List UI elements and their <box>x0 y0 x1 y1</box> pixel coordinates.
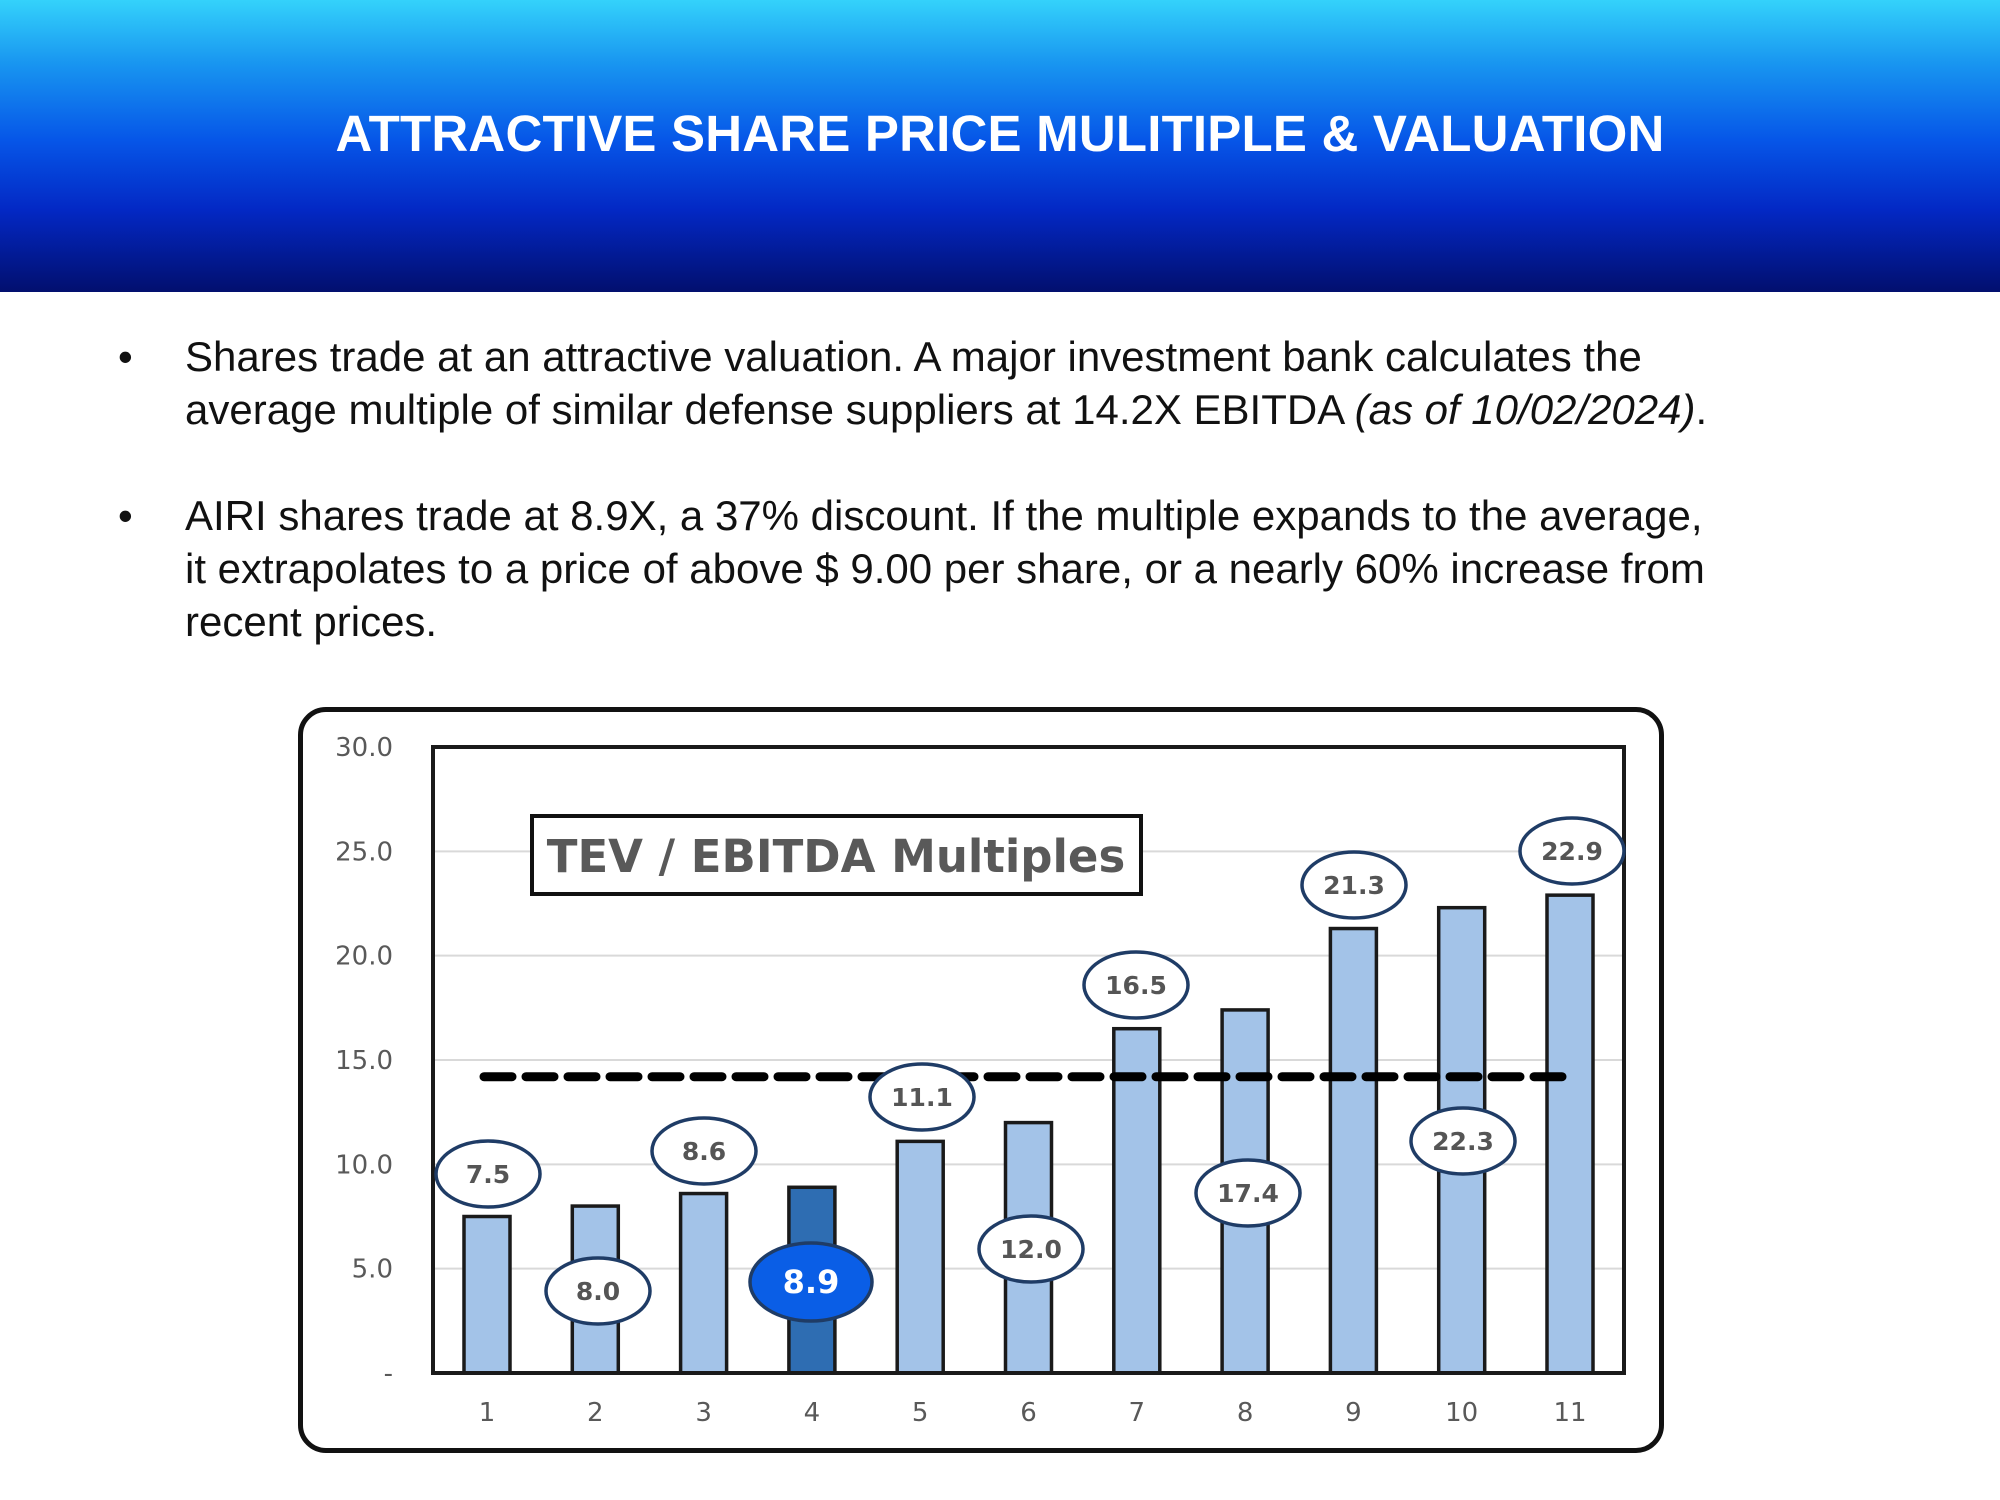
y-tick-label: - <box>384 1359 393 1389</box>
bullet-1-line-1: Shares trade at an attractive valuation.… <box>185 333 1642 380</box>
bar <box>1545 893 1595 1375</box>
bullet-1-line-2: average multiple of similar defense supp… <box>185 383 1968 436</box>
bar <box>462 1214 512 1375</box>
data-label: 7.5 <box>466 1160 510 1189</box>
x-tick-label: 4 <box>804 1398 821 1428</box>
x-tick-label: 9 <box>1345 1398 1362 1428</box>
x-tick-label: 2 <box>587 1398 604 1428</box>
bullet-marker: • <box>118 333 133 380</box>
bullet-1-period: . <box>1695 386 1708 433</box>
data-label: 22.3 <box>1432 1127 1494 1156</box>
data-label: 11.1 <box>891 1083 953 1112</box>
page-title: ATTRACTIVE SHARE PRICE MULITIPLE & VALUA… <box>335 105 1665 162</box>
bullet-2-line-3: recent prices. <box>185 598 438 645</box>
bullet-2-line-1: AIRI shares trade at 8.9X, a 37% discoun… <box>185 492 1703 539</box>
y-tick-label: 5.0 <box>352 1255 393 1285</box>
x-tick-label: 8 <box>1237 1398 1254 1428</box>
y-tick-label: 30.0 <box>335 733 393 763</box>
bullet-1-line-2-text: average multiple of similar defense supp… <box>185 386 1355 433</box>
y-tick-label: 20.0 <box>335 942 393 972</box>
data-label-ellipse <box>868 1062 976 1132</box>
data-label: 8.0 <box>576 1277 620 1306</box>
data-label-ellipse <box>1518 816 1626 886</box>
data-label-ellipse <box>977 1214 1085 1284</box>
data-label-ellipse <box>1409 1106 1517 1176</box>
bullet-marker: • <box>118 492 133 539</box>
y-tick-label: 15.0 <box>335 1046 393 1076</box>
y-tick-label: 10.0 <box>335 1150 393 1180</box>
data-label-ellipse <box>1300 850 1408 920</box>
data-label: 12.0 <box>1000 1235 1062 1264</box>
bullet-list: • Shares trade at an attractive valuatio… <box>118 330 1968 701</box>
chart-title-box <box>530 814 1143 896</box>
chart-title: TEV / EBITDA Multiples <box>547 830 1125 883</box>
data-label-ellipse <box>1194 1158 1302 1228</box>
data-label: 21.3 <box>1323 871 1385 900</box>
bullet-2-line-2: it extrapolates to a price of above $ 9.… <box>185 545 1705 592</box>
x-tick-label: 10 <box>1445 1398 1478 1428</box>
data-label-airi: 8.9 <box>783 1263 840 1301</box>
bar <box>678 1191 729 1375</box>
data-label: 8.6 <box>682 1137 726 1166</box>
data-label-ellipse <box>748 1241 874 1323</box>
data-label-ellipse <box>544 1256 652 1326</box>
x-tick-label: 7 <box>1129 1398 1146 1428</box>
bullet-discount: • AIRI shares trade at 8.9X, a 37% disco… <box>118 489 1968 648</box>
data-label: 17.4 <box>1217 1179 1279 1208</box>
data-label-ellipse <box>434 1139 542 1209</box>
y-tick-label: 25.0 <box>335 837 393 867</box>
x-tick-label: 6 <box>1020 1398 1037 1428</box>
data-label: 16.5 <box>1105 971 1167 1000</box>
data-label-ellipse <box>650 1116 758 1186</box>
x-tick-label: 5 <box>912 1398 929 1428</box>
data-label: 22.9 <box>1541 837 1603 866</box>
data-label-ellipse <box>1082 950 1190 1020</box>
bar <box>895 1139 945 1375</box>
x-tick-label: 3 <box>695 1398 712 1428</box>
title-banner: ATTRACTIVE SHARE PRICE MULITIPLE & VALUA… <box>0 0 2000 292</box>
bullet-valuation: • Shares trade at an attractive valuatio… <box>118 330 1968 436</box>
bar <box>1328 926 1379 1375</box>
x-tick-label: 1 <box>479 1398 496 1428</box>
x-tick-label: 11 <box>1553 1398 1586 1428</box>
bullet-1-date-note: (as of 10/02/2024) <box>1354 386 1696 433</box>
